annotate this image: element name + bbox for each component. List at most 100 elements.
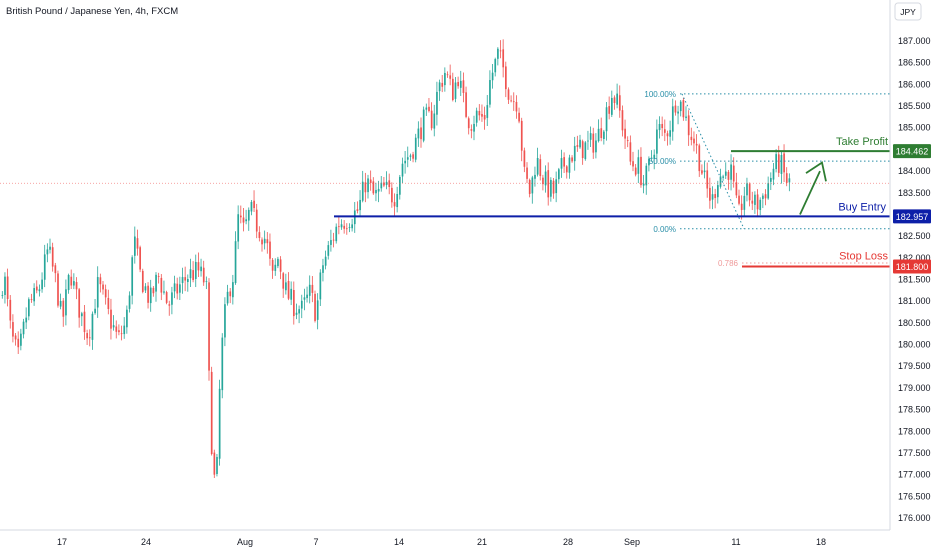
candle-body [99,277,102,285]
candle-body [478,111,481,116]
currency-button-label[interactable]: JPY [900,7,916,17]
candle-body [555,179,558,194]
candle-body [430,110,433,129]
candle-body [618,95,621,111]
candle [224,297,226,347]
candle-body [179,284,181,293]
price-labels: 184.462 182.957 181.800 [893,144,931,274]
candle [126,305,128,334]
candle-body [428,106,430,112]
candle [674,100,677,116]
candle [163,280,165,295]
currency-button-frame[interactable] [894,2,922,21]
candle-body [711,194,714,200]
candle-body [306,294,308,299]
price-tick-label: 186.000 [898,79,931,89]
candle [454,77,457,103]
candle-body [96,277,99,308]
candle-body [308,284,311,296]
candle [277,256,279,269]
candle [409,153,412,161]
candle [621,105,624,137]
candle-body [383,182,385,186]
price-tick-label: 186.500 [898,58,931,68]
candle-body [640,156,642,186]
candle-body [298,309,300,314]
fib-level-label: 0.00% [653,225,676,234]
candle [483,106,486,130]
candle [314,290,316,323]
candle-body [118,330,120,333]
candle [88,329,91,347]
price-tick-label: 179.000 [898,383,931,393]
candle-body [770,177,772,182]
candle-body [136,238,139,249]
candle-body [611,97,613,115]
candle-body [94,308,96,314]
candle-body [584,142,587,160]
candle-body [414,137,417,160]
candle-body [573,145,576,162]
candle [6,268,9,307]
candle-body [9,299,12,321]
candle [73,273,75,290]
candle [123,317,126,339]
candle [187,274,189,292]
candle [99,273,102,293]
candle-body [147,285,149,303]
candle-body [632,161,634,167]
candle [465,86,467,119]
fib-trend-line [681,93,745,229]
candle-body [285,282,287,291]
candle [152,286,155,297]
candle-body [120,333,123,335]
time-tick-label: 7 [313,537,318,547]
candle-body [642,183,645,186]
candle [502,39,505,78]
candle [436,81,438,126]
candle-body [65,289,67,316]
candle-body [41,279,43,290]
candle-body [277,258,279,267]
candle-body [587,140,589,142]
candle-body [449,75,452,79]
candle-body [59,300,62,307]
candle [608,96,611,120]
candle [287,272,290,301]
candle [216,454,218,477]
candle [343,220,346,234]
candle-body [356,209,359,211]
candle [290,281,293,306]
candle [438,79,441,101]
candle-body [20,333,22,346]
candle [393,193,396,216]
candle [258,226,261,242]
candle-body [290,288,293,300]
candle-body [81,313,83,317]
candle-body [703,170,706,173]
price-tick-label: 181.000 [898,296,931,306]
candle [83,305,86,340]
candle [669,120,671,145]
candle-body [502,49,505,68]
candle [650,150,653,162]
time-tick-label: 17 [57,537,67,547]
candle [112,315,115,331]
candle [634,164,637,177]
currency-button[interactable]: JPY [894,2,922,21]
candle-body [75,282,78,290]
candle [457,76,459,89]
candle [189,258,192,287]
candle [247,207,250,231]
candle-body [626,140,629,142]
candle [732,157,735,188]
candle-body [603,131,605,139]
candle-body [595,140,597,153]
candle-body [240,215,242,218]
candle-body [176,283,179,294]
candle-body [777,154,780,173]
candle-body [253,200,255,209]
candle-body [762,195,764,199]
candle-body [756,194,759,210]
